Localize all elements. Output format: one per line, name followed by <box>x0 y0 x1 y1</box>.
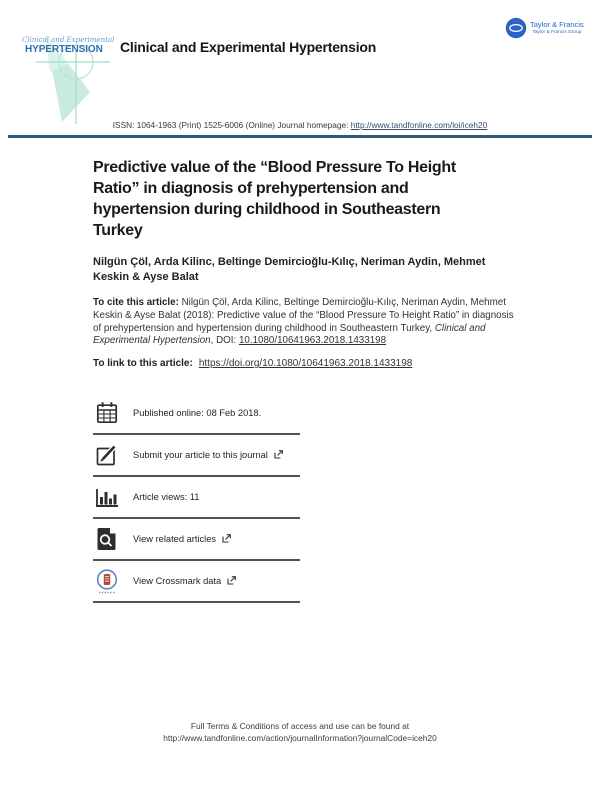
article-views-label: Article views: 11 <box>133 492 200 503</box>
main-content: Predictive value of the “Blood Pressure … <box>93 157 517 604</box>
submit-icon <box>93 443 120 467</box>
related-articles-text[interactable]: View related articles <box>133 534 217 545</box>
calendar-icon <box>93 401 120 425</box>
submit-article-text[interactable]: Submit your article to this journal <box>133 450 268 461</box>
logo-triangle-graphic <box>36 34 110 124</box>
terms-url: http://www.tandfonline.com/action/journa… <box>163 732 437 743</box>
article-views-row: Article views: 11 <box>93 477 300 520</box>
logo-main-text: HYPERTENSION <box>25 44 103 55</box>
external-link-icon <box>222 533 231 545</box>
issn-text: ISSN: 1064-1963 (Print) 1525-6006 (Onlin… <box>112 120 349 130</box>
related-articles-label[interactable]: View related articles <box>133 533 231 545</box>
publisher-group: Taylor & Francis Group <box>532 30 582 35</box>
crossmark-row[interactable]: View Crossmark data <box>93 561 300 604</box>
submit-article-row[interactable]: Submit your article to this journal <box>93 435 300 478</box>
crossmark-text[interactable]: View Crossmark data <box>133 576 222 587</box>
article-title: Predictive value of the “Blood Pressure … <box>93 157 517 241</box>
terms-line: Full Terms & Conditions of access and us… <box>190 721 410 731</box>
external-link-icon <box>274 449 283 461</box>
tf-globe-icon <box>505 17 527 44</box>
issn-homepage-line: ISSN: 1064-1963 (Print) 1525-6006 (Onlin… <box>0 120 600 130</box>
cite-journal-name: Clinical and Experimental Hypertension <box>93 322 486 347</box>
publisher-logo-text: Taylor & Francis Taylor & Francis Group <box>530 20 584 35</box>
title-line: Predictive value of the “Blood Pressure … <box>93 159 456 176</box>
cite-body: Nilgün Çöl, Arda Kilinc, Beltinge Demirc… <box>93 297 514 334</box>
published-online-row: Published online: 08 Feb 2018. <box>93 393 300 436</box>
citation-block: To cite this article: Nilgün Çöl, Arda K… <box>93 297 517 348</box>
title-line: Turkey <box>93 222 143 239</box>
publisher-logo: Taylor & Francis Taylor & Francis Group <box>505 17 584 44</box>
related-articles-icon <box>93 526 120 552</box>
cite-doi-label: , DOI: <box>210 335 237 347</box>
article-link-line: To link to this article: https://doi.org/… <box>93 358 517 369</box>
related-articles-row[interactable]: View related articles <box>93 519 300 562</box>
cite-doi-link[interactable]: 10.1080/10641963.2018.1433198 <box>238 335 387 347</box>
publisher-name: Taylor & Francis <box>530 20 584 29</box>
submit-article-label[interactable]: Submit your article to this journal <box>133 449 283 461</box>
cite-label: To cite this article: <box>93 297 179 308</box>
bar-chart-icon <box>93 485 120 509</box>
crossmark-label[interactable]: View Crossmark data <box>133 575 237 587</box>
author-line: Nilgün Çöl, Arda Kilinc, Beltinge Demirc… <box>93 256 486 268</box>
journal-title: Clinical and Experimental Hypertension <box>120 39 377 55</box>
external-link-icon <box>227 575 237 587</box>
title-line: Ratio” in diagnosis of prehypertension a… <box>93 180 409 197</box>
journal-cover-logo: Clinical and Experimental HYPERTENSION <box>18 26 118 128</box>
author-list: Nilgün Çöl, Arda Kilinc, Beltinge Demirc… <box>93 255 517 285</box>
journal-homepage-link[interactable]: http://www.tandfonline.com/loi/iceh20 <box>350 120 488 130</box>
action-list: Published online: 08 Feb 2018. Submit yo… <box>93 393 300 604</box>
published-online-label: Published online: 08 Feb 2018. <box>133 408 262 419</box>
author-line: Keskin & Ayse Balat <box>93 271 199 283</box>
logo-script-text: Clinical and Experimental <box>22 36 115 44</box>
crossmark-icon <box>93 568 120 595</box>
link-label: To link to this article: <box>93 358 193 370</box>
terms-footer: Full Terms & Conditions of access and us… <box>0 721 600 744</box>
header-divider <box>8 135 592 138</box>
article-doi-link[interactable]: https://doi.org/10.1080/10641963.2018.14… <box>198 358 413 370</box>
title-line: hypertension during childhood in Southea… <box>93 201 441 218</box>
